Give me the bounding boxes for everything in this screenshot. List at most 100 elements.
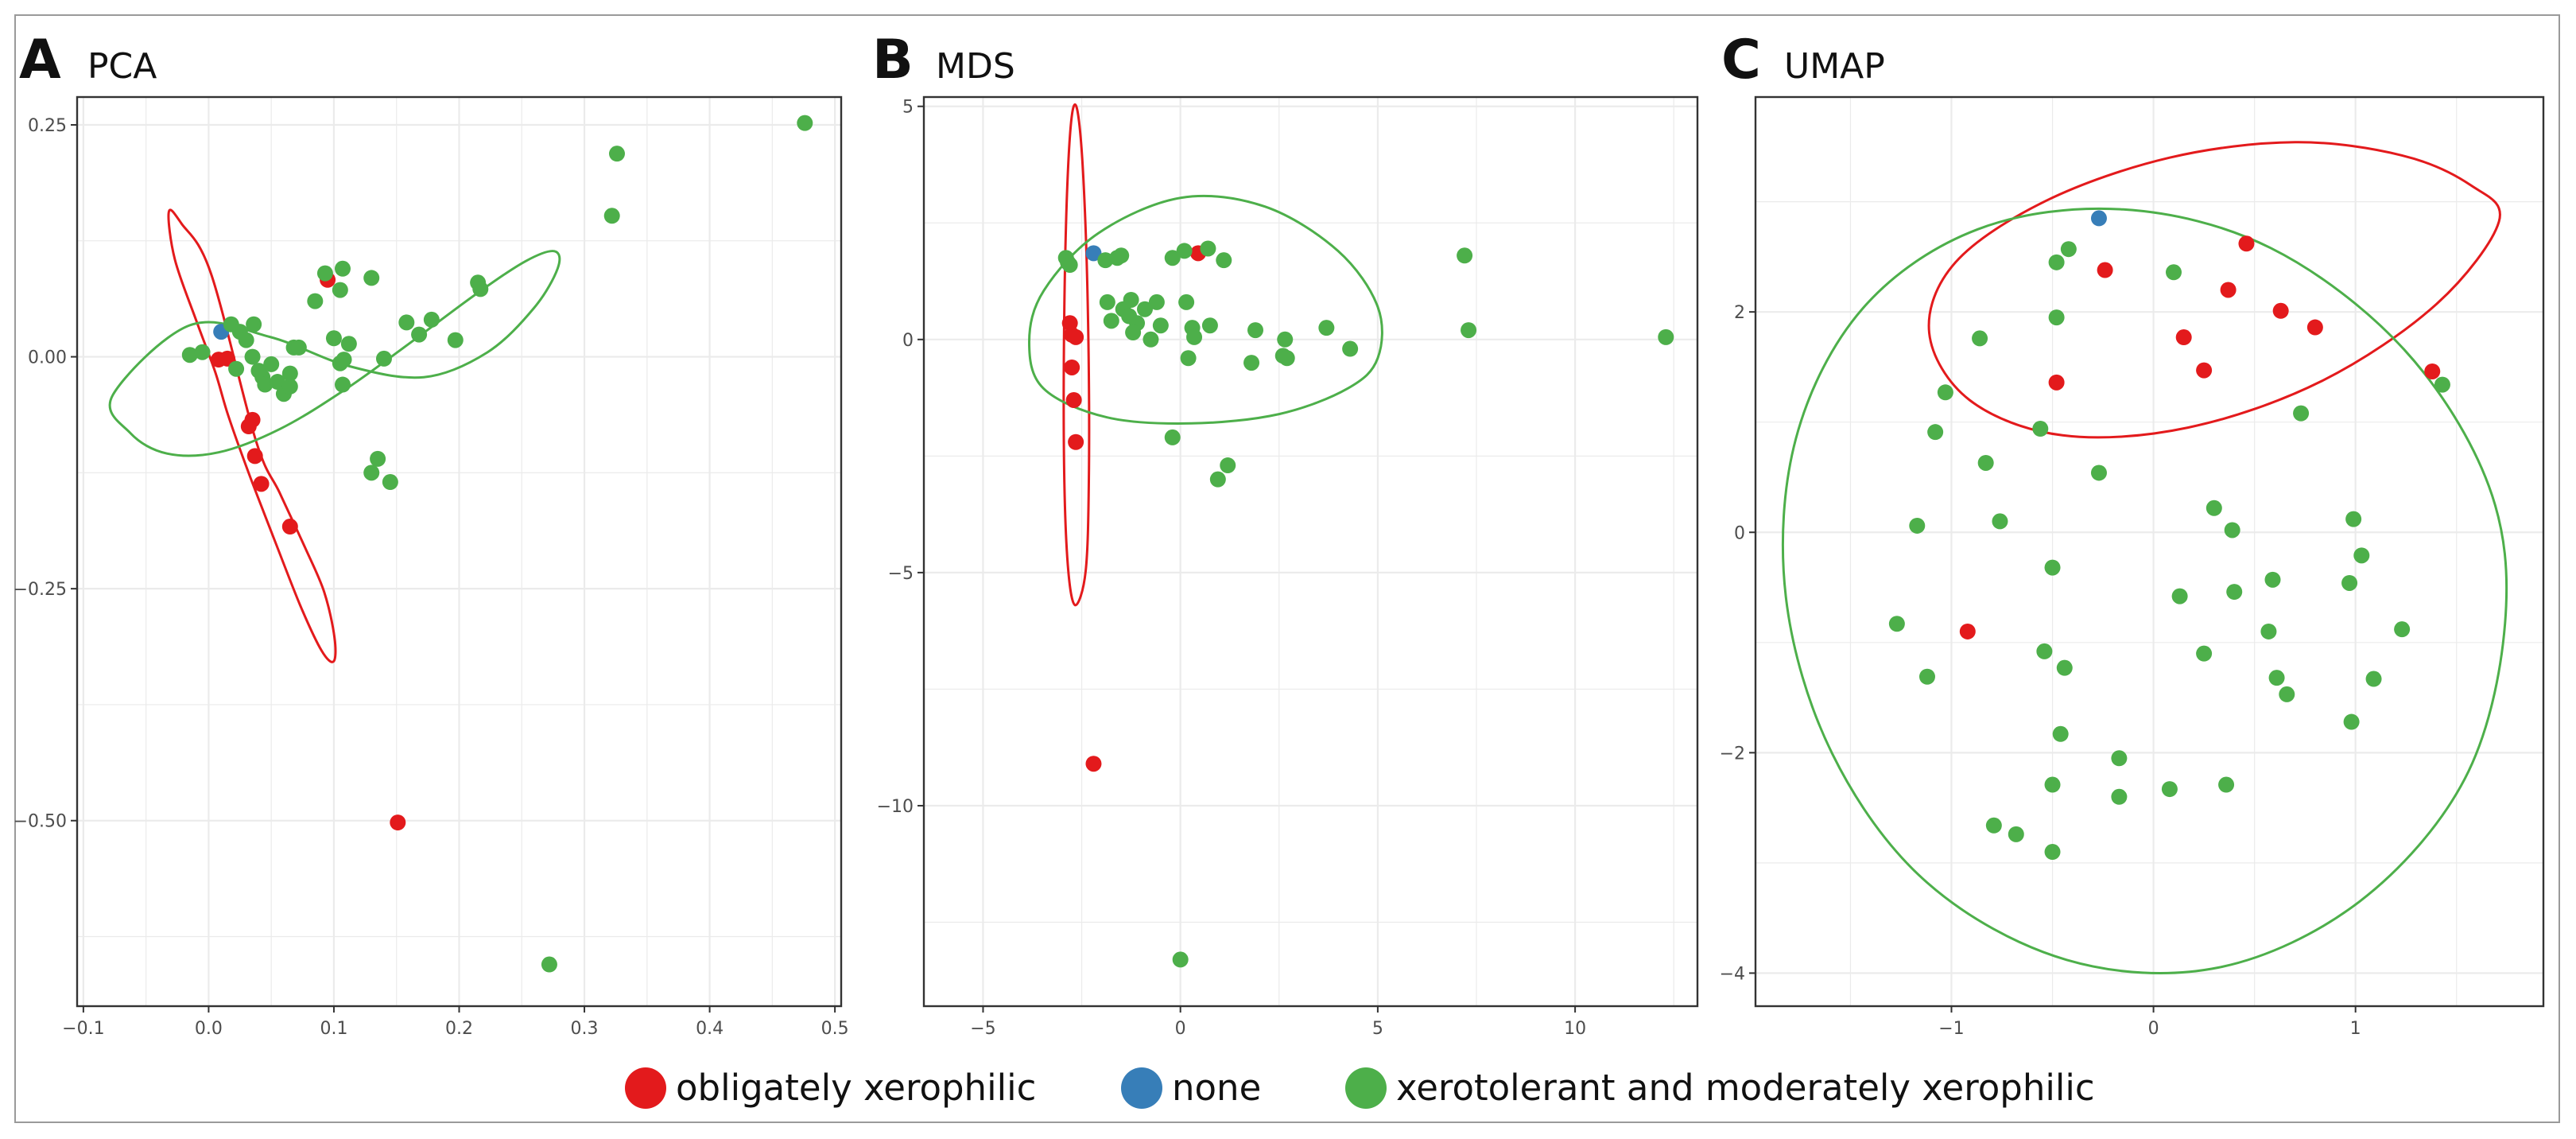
point-obligately-xerophilic <box>2048 374 2065 391</box>
point-xerotolerant-and-moderately-xerophilic <box>1123 291 1139 308</box>
point-xerotolerant-and-moderately-xerophilic <box>2165 264 2182 281</box>
x-tick-label: 0.4 <box>696 1019 724 1039</box>
point-obligately-xerophilic <box>2238 235 2255 252</box>
y-tick-label: 0.25 <box>28 116 67 136</box>
y-tick-label: −0.25 <box>14 580 67 600</box>
point-obligately-xerophilic <box>246 448 263 465</box>
point-xerotolerant-and-moderately-xerophilic <box>1178 293 1195 310</box>
point-xerotolerant-and-moderately-xerophilic <box>1201 317 1218 334</box>
point-xerotolerant-and-moderately-xerophilic <box>1918 668 1935 685</box>
point-xerotolerant-and-moderately-xerophilic <box>2036 643 2053 659</box>
point-xerotolerant-and-moderately-xerophilic <box>1143 331 1159 348</box>
point-obligately-xerophilic <box>2097 262 2113 278</box>
x-tick-label: 0.2 <box>445 1019 473 1039</box>
point-xerotolerant-and-moderately-xerophilic <box>2044 776 2061 793</box>
panel-umap-letter: C <box>1721 29 1761 91</box>
legend-swatch-xerotolerant-and-moderately-xerophilic <box>1345 1067 1387 1109</box>
panel-mds-title: MDS <box>936 46 1015 87</box>
panel-umap-points <box>1888 210 2450 861</box>
point-xerotolerant-and-moderately-xerophilic <box>2224 522 2240 538</box>
legend-label-obligately-xerophilic: obligately xerophilic <box>676 1067 1036 1109</box>
point-xerotolerant-and-moderately-xerophilic <box>1909 517 1926 534</box>
point-xerotolerant-and-moderately-xerophilic <box>1342 340 1359 357</box>
ellipse-xerotolerant-and-moderately-xerophilic <box>1027 194 1383 425</box>
point-xerotolerant-and-moderately-xerophilic <box>2032 421 2049 437</box>
point-xerotolerant-and-moderately-xerophilic <box>472 281 489 297</box>
point-xerotolerant-and-moderately-xerophilic <box>2293 405 2310 422</box>
x-tick-label: 0.5 <box>821 1019 849 1039</box>
point-xerotolerant-and-moderately-xerophilic <box>307 293 324 309</box>
ellipse-xerotolerant-and-moderately-xerophilic <box>1781 207 2508 974</box>
x-tick-label: −1 <box>1938 1019 1964 1039</box>
point-xerotolerant-and-moderately-xerophilic <box>2048 254 2065 270</box>
point-obligately-xerophilic <box>1068 433 1084 450</box>
panel-pca-border <box>76 95 843 1008</box>
point-xerotolerant-and-moderately-xerophilic <box>1247 322 1263 339</box>
point-xerotolerant-and-moderately-xerophilic <box>2394 621 2411 638</box>
legend-item-xerotolerant-and-moderately-xerophilic: xerotolerant and moderately xerophilic <box>1345 1067 2095 1109</box>
legend-item-obligately-xerophilic: obligately xerophilic <box>625 1067 1036 1109</box>
panel-pca: A PCA −0.1 0.0 0.1 0.2 0.3 0.4 0.5 0.25 0.00 −0.25 −… <box>14 29 849 1039</box>
point-xerotolerant-and-moderately-xerophilic <box>2341 574 2358 591</box>
y-tick-label: 0.00 <box>28 348 67 368</box>
point-obligately-xerophilic <box>1064 359 1080 375</box>
point-obligately-xerophilic <box>1959 623 1976 639</box>
x-tick-label: 0.1 <box>320 1019 347 1039</box>
point-xerotolerant-and-moderately-xerophilic <box>363 270 380 286</box>
point-xerotolerant-and-moderately-xerophilic <box>2226 584 2243 601</box>
x-tick-label: 5 <box>1372 1019 1383 1039</box>
point-xerotolerant-and-moderately-xerophilic <box>2048 309 2065 326</box>
y-tick-label: −2 <box>1720 744 1745 764</box>
point-xerotolerant-and-moderately-xerophilic <box>541 956 557 973</box>
point-xerotolerant-and-moderately-xerophilic <box>334 376 351 393</box>
point-obligately-xerophilic <box>1085 756 1102 772</box>
panel-mds-points <box>1057 240 1674 968</box>
x-tick-label: −0.1 <box>62 1019 104 1039</box>
point-xerotolerant-and-moderately-xerophilic <box>797 115 813 131</box>
panel-mds-border <box>922 95 1699 1008</box>
x-tick-label: 0.3 <box>571 1019 599 1039</box>
point-xerotolerant-and-moderately-xerophilic <box>1277 331 1294 348</box>
legend-item-none: none <box>1121 1067 1261 1109</box>
x-tick-label: 0 <box>1175 1019 1186 1039</box>
point-obligately-xerophilic <box>1068 328 1084 345</box>
point-xerotolerant-and-moderately-xerophilic <box>1888 616 1905 632</box>
ellipse-obligately-xerophilic <box>1927 141 2501 439</box>
point-xerotolerant-and-moderately-xerophilic <box>1457 247 1473 264</box>
point-xerotolerant-and-moderately-xerophilic <box>2161 781 2178 798</box>
y-tick-label: −4 <box>1720 964 1745 984</box>
point-obligately-xerophilic <box>2306 319 2323 336</box>
point-xerotolerant-and-moderately-xerophilic <box>2111 788 2128 805</box>
point-xerotolerant-and-moderately-xerophilic <box>246 316 262 332</box>
ellipse-obligately-xerophilic <box>1062 103 1091 607</box>
point-xerotolerant-and-moderately-xerophilic <box>2264 571 2281 588</box>
panel-umap-plot-area <box>1755 97 2543 1006</box>
point-xerotolerant-and-moderately-xerophilic <box>2052 725 2069 742</box>
point-xerotolerant-and-moderately-xerophilic <box>1985 817 2002 834</box>
point-xerotolerant-and-moderately-xerophilic <box>270 374 286 391</box>
panel-pca-points <box>181 115 813 973</box>
point-xerotolerant-and-moderately-xerophilic <box>2268 670 2285 686</box>
point-xerotolerant-and-moderately-xerophilic <box>281 378 298 395</box>
point-xerotolerant-and-moderately-xerophilic <box>2345 511 2362 527</box>
point-xerotolerant-and-moderately-xerophilic <box>1243 355 1260 371</box>
point-xerotolerant-and-moderately-xerophilic <box>603 208 620 224</box>
point-xerotolerant-and-moderately-xerophilic <box>1137 301 1153 317</box>
panel-mds-plot-area <box>924 97 1697 1006</box>
point-xerotolerant-and-moderately-xerophilic <box>290 339 307 356</box>
point-xerotolerant-and-moderately-xerophilic <box>1113 247 1130 264</box>
point-obligately-xerophilic <box>253 476 270 492</box>
point-xerotolerant-and-moderately-xerophilic <box>1209 471 1226 488</box>
point-xerotolerant-and-moderately-xerophilic <box>194 344 211 360</box>
point-xerotolerant-and-moderately-xerophilic <box>411 326 428 343</box>
point-xerotolerant-and-moderately-xerophilic <box>2171 588 2188 604</box>
x-tick-label: 0 <box>2148 1019 2159 1039</box>
point-obligately-xerophilic <box>244 411 261 428</box>
point-obligately-xerophilic <box>281 519 298 535</box>
y-tick-label: 5 <box>902 98 914 118</box>
point-xerotolerant-and-moderately-xerophilic <box>325 330 342 347</box>
point-xerotolerant-and-moderately-xerophilic <box>2196 645 2213 662</box>
y-tick-label: 0 <box>1734 523 1745 543</box>
